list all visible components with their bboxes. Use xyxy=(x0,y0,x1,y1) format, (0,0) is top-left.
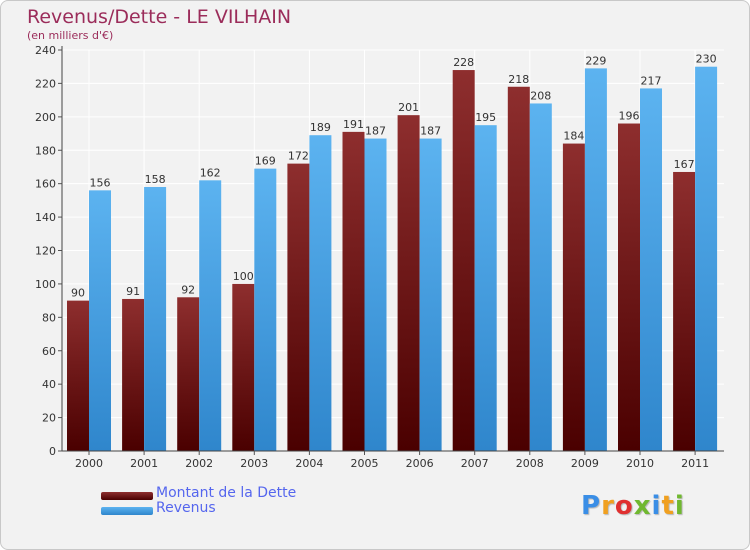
y-tick-label: 120 xyxy=(35,245,56,258)
x-tick-label: 2006 xyxy=(406,457,434,470)
x-tick-label: 2010 xyxy=(626,457,654,470)
logo-letter: x xyxy=(633,491,652,521)
y-tick-label: 140 xyxy=(35,211,56,224)
data-label: 92 xyxy=(181,283,195,296)
data-label: 218 xyxy=(508,73,529,86)
data-label: 191 xyxy=(343,118,364,131)
x-tick-label: 2000 xyxy=(75,457,103,470)
y-tick-label: 180 xyxy=(35,144,56,157)
bar-revenus xyxy=(364,138,387,451)
logo-letter: P xyxy=(581,491,602,521)
data-label: 91 xyxy=(126,285,140,298)
bar-dette xyxy=(452,70,475,452)
bar-revenus xyxy=(419,138,442,451)
y-tick-label: 80 xyxy=(42,311,56,324)
bar-dette xyxy=(67,300,89,451)
logo-letter: i xyxy=(651,491,662,521)
data-label: 162 xyxy=(200,166,221,179)
bar-revenus xyxy=(199,180,222,451)
data-label: 169 xyxy=(255,155,276,168)
legend-swatch-dette xyxy=(101,492,153,500)
data-label: 167 xyxy=(674,158,695,171)
bar-revenus xyxy=(695,66,718,451)
data-label: 100 xyxy=(233,270,254,283)
y-tick-label: 220 xyxy=(35,77,56,90)
data-label: 228 xyxy=(453,56,474,69)
y-tick-label: 0 xyxy=(49,445,56,458)
bar-revenus xyxy=(254,168,277,452)
proxiti-logo: Proxiti xyxy=(581,491,685,521)
bar-dette xyxy=(397,115,420,451)
y-tick-label: 100 xyxy=(35,278,56,291)
data-label: 158 xyxy=(145,173,166,186)
data-label: 90 xyxy=(71,287,85,300)
data-label: 201 xyxy=(398,101,419,114)
x-tick-label: 2007 xyxy=(461,457,489,470)
data-label: 187 xyxy=(420,125,441,138)
data-label: 184 xyxy=(563,130,584,143)
bar-revenus xyxy=(144,187,167,451)
legend-label-revenus: Revenus xyxy=(156,500,216,516)
bar-revenus xyxy=(89,190,111,451)
bar-revenus xyxy=(474,125,497,451)
bar-revenus xyxy=(640,88,662,451)
data-label: 187 xyxy=(365,125,386,138)
chart-title: Revenus/Dette - LE VILHAIN xyxy=(27,6,292,28)
bar-dette xyxy=(287,163,310,451)
bar-dette xyxy=(618,123,640,452)
legend-swatch-revenus xyxy=(101,507,153,515)
bar-dette xyxy=(177,297,200,451)
data-label: 195 xyxy=(475,111,496,124)
data-label: 189 xyxy=(310,121,331,134)
data-label: 172 xyxy=(288,150,309,163)
data-label: 208 xyxy=(530,89,551,102)
logo-letter: i xyxy=(674,491,685,521)
x-tick-label: 2004 xyxy=(295,457,323,470)
chart-subtitle: (en milliers d'€) xyxy=(27,29,114,42)
y-tick-label: 60 xyxy=(42,345,56,358)
bar-dette xyxy=(122,298,145,451)
y-tick-label: 240 xyxy=(35,44,56,57)
logo-letter: t xyxy=(661,491,675,521)
legend-label-dette: Montant de la Dette xyxy=(156,485,297,501)
bar-revenus xyxy=(584,68,607,452)
x-tick-label: 2001 xyxy=(130,457,158,470)
y-tick-label: 200 xyxy=(35,111,56,124)
data-label: 229 xyxy=(585,54,606,67)
logo-letter: r xyxy=(601,491,615,521)
x-tick-label: 2011 xyxy=(681,457,709,470)
x-tick-label: 2002 xyxy=(185,457,213,470)
x-tick-label: 2005 xyxy=(351,457,379,470)
bar-dette xyxy=(562,143,585,452)
data-label: 217 xyxy=(641,74,662,87)
data-label: 156 xyxy=(90,176,111,189)
bar-revenus xyxy=(529,103,552,451)
y-tick-label: 40 xyxy=(42,378,56,391)
data-label: 230 xyxy=(696,53,717,66)
x-tick-label: 2008 xyxy=(516,457,544,470)
bar-dette xyxy=(342,131,365,451)
x-tick-label: 2003 xyxy=(240,457,268,470)
y-tick-label: 20 xyxy=(42,412,56,425)
logo-letter: o xyxy=(614,491,634,521)
y-tick-label: 160 xyxy=(35,178,56,191)
x-tick-label: 2009 xyxy=(571,457,599,470)
bar-dette xyxy=(232,283,255,451)
bar-revenus xyxy=(309,135,332,451)
data-label: 196 xyxy=(619,110,640,123)
bar-dette xyxy=(507,86,530,451)
bar-dette xyxy=(673,171,696,452)
